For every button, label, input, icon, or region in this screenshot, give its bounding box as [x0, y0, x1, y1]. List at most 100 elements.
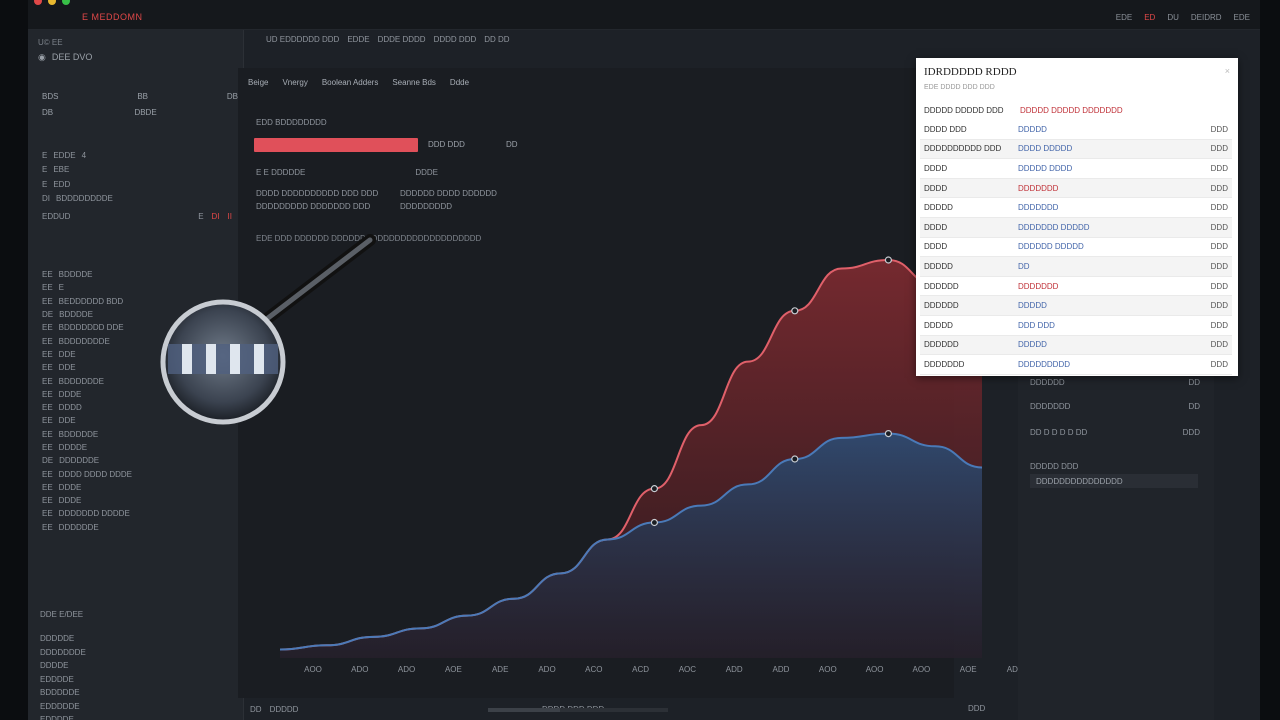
toolbar-item[interactable]: UD EDDDDDD DDD — [266, 34, 340, 44]
table-row[interactable]: DDDDDD DDDDDDD DDD — [920, 277, 1232, 297]
info-grid: E E DDDDDE DDDE DDDD DDDDDDDDDD DDD DDD … — [256, 168, 556, 215]
sidebar-item[interactable]: DE BDDDDE — [42, 308, 238, 321]
titlebar-item[interactable]: ED — [1144, 13, 1156, 22]
refresh-icon[interactable]: DD — [250, 704, 262, 714]
right-panel-field[interactable]: DDDDDDDDDDDDDDD — [1030, 474, 1198, 488]
sidebar-footer-item[interactable]: DDDDE — [40, 661, 69, 671]
sidebar-item-label: E — [58, 283, 65, 293]
sidebar-footer-item[interactable]: EDDDDE — [40, 715, 74, 720]
x-tick-label: AOO — [304, 665, 322, 674]
sidebar-item[interactable]: E EDD — [42, 177, 238, 192]
close-icon[interactable]: × — [1224, 66, 1230, 76]
sidebar-item-label: EDDE — [53, 150, 76, 160]
table-row[interactable]: DDDDDDD DDDDDDDDD DDD — [920, 355, 1232, 375]
sidebar-item[interactable]: E EBE — [42, 163, 238, 178]
table-row[interactable]: DDDD DDD DDDDD DDD — [920, 120, 1232, 140]
table-cell-link[interactable]: DDDDDDD — [1018, 203, 1059, 213]
x-tick-label: AOE — [960, 665, 977, 674]
sidebar-item[interactable]: EE DDDDE — [42, 441, 238, 454]
tab[interactable]: Ddde — [449, 78, 470, 87]
toolbar-item[interactable]: DDDE DDDD — [377, 34, 426, 44]
sidebar-item[interactable]: EE BEDDDDDD BDD — [42, 295, 238, 308]
table-cell-name: DDDD — [924, 183, 948, 193]
sidebar-item[interactable]: EE E — [42, 281, 238, 294]
table-cell-link[interactable]: DDDDDDD — [1018, 281, 1059, 291]
sidebar-item[interactable]: EE DDDE — [42, 388, 238, 401]
sidebar-item[interactable]: EE DDDD DDDD DDDE — [42, 467, 238, 480]
table-cell-link[interactable]: DDDDD — [1018, 301, 1047, 311]
sidebar-item[interactable]: DE DDDDDDE — [42, 454, 238, 467]
table-cell-link[interactable]: DD — [1018, 261, 1030, 271]
sidebar-item[interactable]: EE DDE — [42, 348, 238, 361]
sidebar-item[interactable]: EE DDE — [42, 361, 238, 374]
table-cell-link[interactable]: DDDDD — [1018, 340, 1047, 350]
titlebar-item[interactable]: DEIDRD — [1190, 13, 1222, 22]
table-cell-link[interactable]: DDDDDD DDDDD — [1018, 242, 1084, 252]
tab[interactable]: Vnergy — [282, 78, 308, 87]
table-row[interactable]: DDDDD DD DDD — [920, 257, 1232, 277]
sidebar-item[interactable]: EE DDDDDDD DDDDE — [42, 507, 238, 520]
breadcrumb[interactable]: U© EE — [38, 38, 63, 47]
sidebar-grid-cell: BDS — [42, 91, 59, 101]
table-cell-name: DDDDDDDDDD DDD — [924, 144, 1002, 154]
sidebar-item[interactable]: EE BDDDDDDDE — [42, 334, 238, 347]
maximize-window-button[interactable] — [62, 0, 70, 5]
tab[interactable]: Seanne Bds — [392, 78, 436, 87]
sidebar-item[interactable]: EE DDDE — [42, 494, 238, 507]
more-icon[interactable]: II — [227, 212, 232, 221]
sidebar-footer-item[interactable]: EDDDDE — [40, 674, 74, 684]
titlebar-item[interactable]: DU — [1167, 13, 1179, 22]
sidebar-list-footer: DDDDDE DDDDDDDE DDDDE EDDDDE BDDDDDE EDDDDDE E… — [40, 632, 86, 720]
table-row[interactable]: DDDDD DDD DDD DDD — [920, 316, 1232, 336]
highlight-bar[interactable] — [254, 138, 418, 152]
toolbar-item[interactable]: DDDD DDD — [433, 34, 477, 44]
sidebar-grid-row[interactable]: BDS BB DB — [42, 88, 238, 104]
info-cell: DDDDDDDDD — [400, 202, 452, 211]
table-row[interactable]: DDDD DDDDD DDDD DDD — [920, 159, 1232, 179]
sidebar-item[interactable]: EE BDDDDDDD DDE — [42, 321, 238, 334]
info-icon[interactable]: DD — [506, 140, 518, 149]
table-cell-link[interactable]: DDDDD DDDD — [1018, 163, 1073, 173]
sidebar-item[interactable]: EE BDDDDDE — [42, 428, 238, 441]
table-cell-link[interactable]: DDDDDDD — [1018, 183, 1059, 193]
sidebar-item[interactable]: EE BDDDDDDE — [42, 374, 238, 387]
tab-bar: Beige Vnergy Boolean Adders Seanne Bds Ddde — [248, 78, 469, 87]
table-row[interactable]: DDDDD DDDDDDD DDD — [920, 198, 1232, 218]
table-row[interactable]: DDDD DDDDDD DDDDD DDD — [920, 238, 1232, 258]
toolbar-item[interactable]: EDDE — [347, 34, 370, 44]
x-tick-label: ADO — [398, 665, 415, 674]
bottom-progress — [488, 708, 668, 712]
sidebar-item[interactable]: EE DDDE — [42, 481, 238, 494]
sidebar-item[interactable]: DI BDDDDDDDDE — [42, 192, 238, 207]
titlebar-item[interactable]: EDE — [1233, 13, 1250, 22]
settings-icon[interactable]: E — [198, 212, 204, 221]
sidebar-footer-item[interactable]: EDDDDDE — [40, 701, 80, 711]
alert-icon[interactable]: DI — [211, 212, 220, 221]
table-cell-link[interactable]: DDDDD — [1018, 124, 1047, 134]
table-cell-link[interactable]: DDDDDDD DDDDD — [1018, 222, 1090, 232]
sidebar-item[interactable]: EE DDE — [42, 414, 238, 427]
sidebar-item[interactable]: EE BDDDDE — [42, 268, 238, 281]
table-cell-link[interactable]: DDDDDDDDD — [1018, 359, 1070, 369]
minimize-window-button[interactable] — [48, 0, 56, 5]
sidebar-item[interactable]: EE DDDDDDE — [42, 521, 238, 534]
table-row[interactable]: DDDD DDDDDDD DDDDD DDD — [920, 217, 1232, 238]
table-cell-link[interactable]: DDD DDD — [1018, 320, 1055, 330]
sidebar-item[interactable]: EE DDDD — [42, 401, 238, 414]
table-row[interactable]: DDDDDDDDDD DDD DDDD DDDDD DDD — [920, 139, 1232, 160]
toolbar-item[interactable]: DD DD — [484, 34, 510, 44]
tab[interactable]: Beige — [248, 78, 269, 87]
sidebar-search[interactable]: ◉ DEE DVO — [38, 50, 234, 64]
sidebar-footer-item[interactable]: DDDDDDDE — [40, 647, 86, 657]
titlebar-item[interactable]: EDE — [1115, 13, 1133, 22]
table-cell-link[interactable]: DDDD DDDDD — [1018, 144, 1073, 154]
sidebar-grid-row[interactable]: DB DBDE — [42, 104, 238, 120]
tab[interactable]: Boolean Adders — [321, 78, 379, 87]
close-window-button[interactable] — [34, 0, 42, 5]
sidebar-footer-item[interactable]: DDDDDE — [40, 634, 75, 644]
sidebar-item[interactable]: E EDDE 4 — [42, 148, 238, 163]
sidebar-footer-item[interactable]: BDDDDDE — [40, 688, 80, 698]
